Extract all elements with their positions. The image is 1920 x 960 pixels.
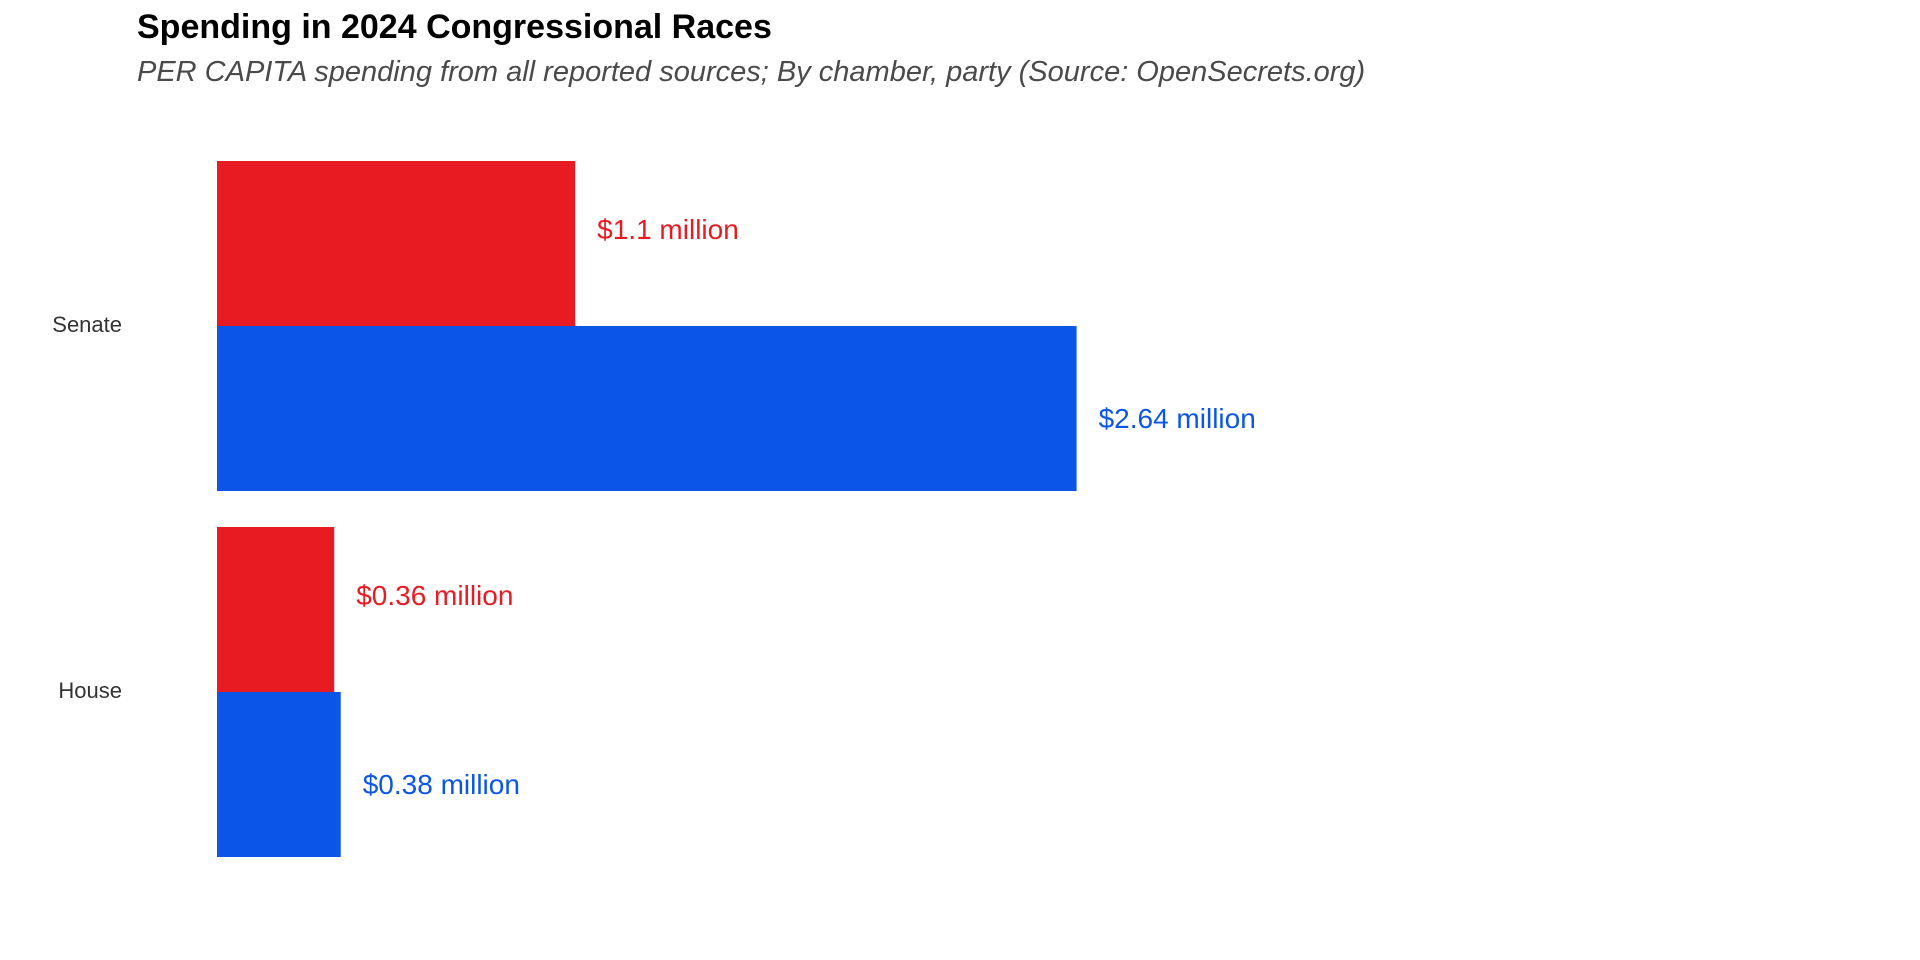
category-label-senate: Senate [52, 312, 122, 337]
value-label-house-1: $0.38 million [363, 769, 520, 800]
value-label-senate-1: $2.64 million [1099, 403, 1256, 434]
bars-layer [217, 161, 1077, 857]
value-label-senate-0: $1.1 million [597, 214, 739, 245]
value-label-house-0: $0.36 million [356, 580, 513, 611]
bar-house-0 [217, 527, 334, 692]
bar-senate-1 [217, 326, 1077, 491]
bar-house-1 [217, 692, 341, 857]
bar-senate-0 [217, 161, 575, 326]
category-label-house: House [58, 678, 122, 703]
